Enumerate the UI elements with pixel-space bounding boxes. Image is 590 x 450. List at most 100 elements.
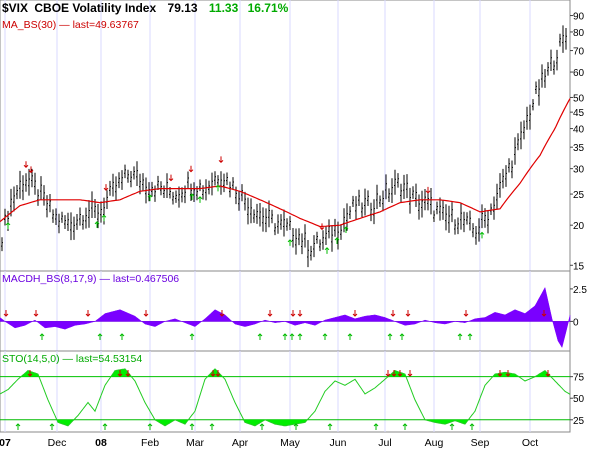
stoch-label: STO(14,5,0) — last=54.53154 (2, 353, 142, 365)
macd-down-arrow (390, 310, 396, 317)
stoch-down-arrow (117, 370, 123, 377)
axis-bg (570, 0, 590, 432)
ma-label: MA_BS(30) — last=49.63767 (2, 19, 139, 31)
macd-down-arrow (267, 310, 273, 317)
stoch-line (0, 368, 571, 427)
arrow-head (405, 313, 411, 317)
x-tick-label: 08 (95, 437, 107, 449)
stoch-down-arrow (385, 370, 391, 377)
price-header: $VIX CBOE Volatility Index 79.13 11.33 1… (2, 1, 289, 15)
arrow-head (343, 226, 349, 230)
price-down-arrow (103, 184, 109, 191)
arrow-head (188, 169, 194, 173)
stoch-down-arrow (545, 370, 551, 377)
macd-up-arrow (189, 333, 195, 340)
arrow-head (324, 247, 330, 251)
stoch-up-arrow (327, 423, 333, 430)
labels: $VIX CBOE Volatility Index 79.13 11.33 1… (2, 1, 289, 365)
arrow-head (545, 373, 551, 377)
stoch-down-arrow (27, 370, 33, 377)
arrow-head (147, 194, 153, 198)
macd-up-arrow (387, 333, 393, 340)
x-tick-label: Apr (232, 437, 249, 449)
arrow-head (85, 313, 91, 317)
stoch-up-arrow (49, 423, 55, 430)
arrow-head (103, 187, 109, 191)
arrow-head (101, 214, 107, 218)
arrow-head (463, 313, 469, 317)
macd-up-arrow (119, 333, 125, 340)
arrow-head (402, 423, 408, 427)
arrow-head (322, 333, 328, 337)
macd-down-arrow (297, 310, 303, 317)
macd-down-arrow (85, 310, 91, 317)
macd-up-arrow (322, 333, 328, 340)
arrow-head (218, 159, 224, 164)
stoch-down-arrow (505, 370, 511, 377)
price-down-arrow (218, 156, 224, 164)
macd-down-arrow (290, 310, 296, 317)
arrow-head (23, 164, 29, 168)
arrow-head (293, 423, 299, 427)
arrow-head (215, 184, 221, 188)
price-tick-label: 80 (573, 28, 585, 39)
arrow-head (97, 333, 103, 337)
arrow-head (15, 423, 21, 427)
price-up-arrow (147, 194, 153, 202)
macd-tick-label: 2.5 (573, 285, 587, 296)
arrow-head (319, 227, 325, 231)
arrow-head (125, 373, 131, 377)
macd-label: MACDH_BS(8,17,9) — last=0.467506 (2, 273, 179, 285)
arrow-head (143, 313, 149, 317)
change-value: 11.33 (209, 1, 239, 15)
arrow-head (33, 313, 39, 317)
macd-down-arrow (352, 310, 358, 317)
macd-down-arrow (3, 310, 9, 317)
arrow-head (119, 333, 125, 337)
arrow-head (297, 313, 303, 317)
stoch-down-arrow (407, 370, 413, 377)
arrow-head (457, 333, 463, 337)
arrow-head (5, 222, 11, 226)
stoch-up-arrow (259, 423, 265, 430)
price-up-arrow (5, 222, 11, 229)
price-tick-label: 30 (573, 165, 585, 176)
macd-up-arrow (297, 333, 303, 340)
arrow-head (397, 373, 403, 377)
macd-down-arrow (33, 310, 39, 317)
arrow-head (189, 423, 195, 427)
arrow-head (219, 313, 225, 317)
price-up-arrow (334, 237, 340, 244)
price-tick-label: 90 (573, 12, 585, 23)
arrow-head (287, 239, 293, 243)
arrow-head (28, 170, 34, 174)
change-pct: 16.71% (248, 1, 289, 15)
stoch-up-arrow (147, 423, 153, 430)
arrow-head (210, 373, 216, 377)
price-down-arrow (168, 174, 174, 182)
arrow-head (209, 423, 215, 427)
arrow-head (290, 313, 296, 317)
price-up-arrow (479, 231, 485, 239)
marks (3, 156, 551, 430)
arrow-head (267, 313, 273, 317)
price-down-arrow (425, 186, 431, 194)
arrow-head (391, 373, 397, 377)
price-up-arrow (197, 196, 203, 203)
price-tick-label: 15 (573, 261, 585, 272)
x-tick-label: Aug (425, 437, 444, 449)
arrow-head (102, 423, 108, 427)
macd-up-arrow (39, 333, 45, 340)
macd-down-arrow (541, 310, 547, 317)
price-tick-label: 60 (573, 68, 585, 79)
price-up-arrow (189, 193, 195, 201)
stoch-up-arrow (209, 423, 215, 430)
arrow-head (467, 333, 473, 337)
macd-down-arrow (463, 310, 469, 317)
arrow-head (497, 373, 503, 377)
price-down-arrow (188, 165, 194, 173)
stoch-up-arrow (469, 423, 475, 430)
price-down-arrow (23, 161, 29, 168)
macd-up-arrow (347, 333, 353, 340)
